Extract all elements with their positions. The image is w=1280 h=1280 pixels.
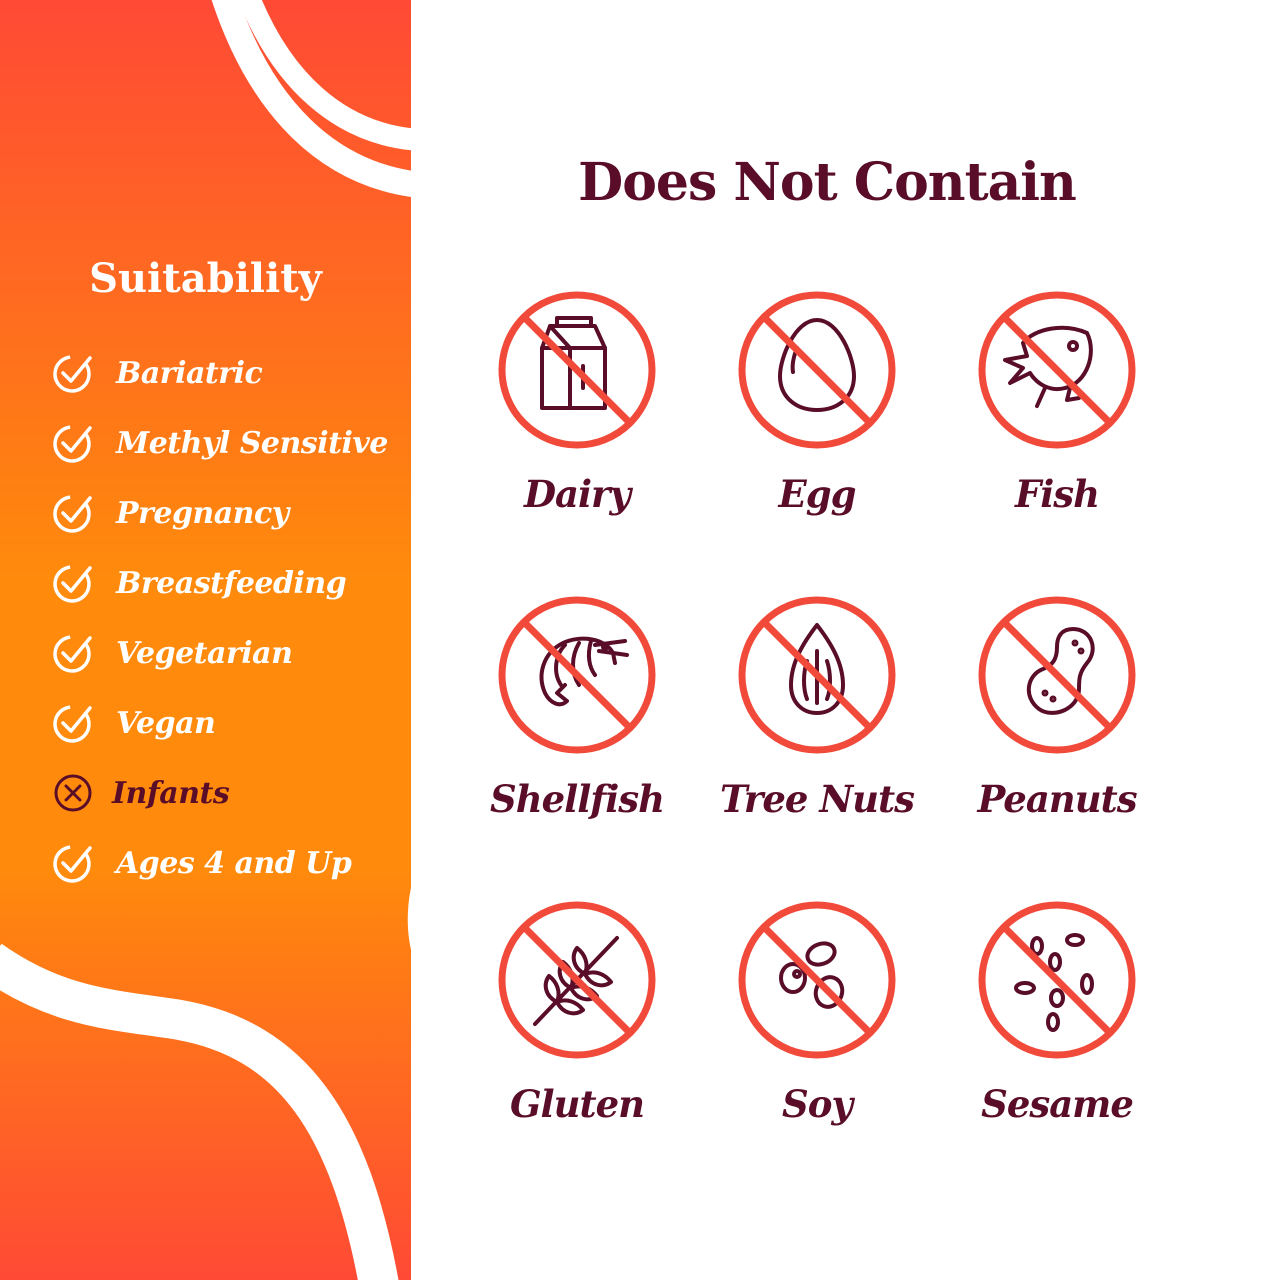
allergen-item: Soy — [697, 898, 937, 1126]
check-circle-icon — [53, 635, 92, 673]
egg-icon — [738, 291, 896, 449]
allergen-item: Dairy — [457, 288, 697, 516]
wheat-icon — [498, 901, 656, 1059]
check-circle-icon — [53, 565, 92, 603]
check-circle-icon — [53, 845, 92, 883]
prohibited-slash-icon — [1001, 924, 1113, 1036]
allergen-item: Sesame — [937, 898, 1177, 1126]
allergen-label: Egg — [778, 472, 857, 516]
allergen-item: Fish — [937, 288, 1177, 516]
decorative-background — [0, 0, 411, 1280]
check-circle-icon — [53, 355, 92, 393]
page-title: Does Not Contain — [578, 152, 1077, 213]
suitability-label: Pregnancy — [116, 495, 289, 531]
prohibited-slash-icon — [521, 619, 633, 731]
suitability-list: Bariatric Methyl Sensitive Pregnancy Breast… — [52, 338, 388, 898]
allergen-item: Shellfish — [457, 593, 697, 821]
x-circle-icon — [54, 774, 92, 812]
prohibited-slash-icon — [1001, 314, 1113, 426]
check-circle-icon — [53, 425, 92, 463]
allergen-label: Dairy — [523, 472, 631, 516]
prohibited-circle-icon — [738, 291, 896, 449]
prohibited-slash-icon — [761, 924, 873, 1036]
prohibited-slash-icon — [521, 314, 633, 426]
suitability-item: Methyl Sensitive — [52, 408, 388, 478]
prohibited-circle-icon — [498, 901, 656, 1059]
allergen-label: Fish — [1014, 472, 1100, 516]
suitability-item: Pregnancy — [52, 478, 388, 548]
suitability-label: Breastfeeding — [116, 565, 347, 601]
suitability-label: Methyl Sensitive — [116, 425, 388, 461]
prohibited-circle-icon — [738, 901, 896, 1059]
prohibited-circle-icon — [978, 291, 1136, 449]
suitability-item: Vegetarian — [52, 618, 388, 688]
check-circle-icon — [53, 495, 92, 533]
prohibited-circle-icon — [738, 596, 896, 754]
peanut-icon — [978, 596, 1136, 754]
allergen-item: Tree Nuts — [697, 593, 937, 821]
almond-icon — [738, 596, 896, 754]
allergen-item: Peanuts — [937, 593, 1177, 821]
shrimp-icon — [498, 596, 656, 754]
prohibited-slash-icon — [521, 924, 633, 1036]
check-circle-icon — [53, 705, 92, 743]
suitability-item: Bariatric — [52, 338, 388, 408]
allergen-item: Gluten — [457, 898, 697, 1126]
soybean-icon — [738, 901, 896, 1059]
prohibited-circle-icon — [978, 901, 1136, 1059]
allergen-label: Gluten — [509, 1082, 645, 1126]
allergen-item: Egg — [697, 288, 937, 516]
sesame-seeds-icon — [978, 901, 1136, 1059]
suitability-item: Breastfeeding — [52, 548, 388, 618]
suitability-label: Vegan — [116, 705, 216, 741]
allergen-label: Soy — [782, 1082, 853, 1126]
suitability-label: Bariatric — [116, 355, 263, 391]
milk-carton-icon — [498, 291, 656, 449]
suitability-label: Infants — [112, 775, 230, 811]
suitability-label: Vegetarian — [116, 635, 293, 671]
allergen-label: Peanuts — [977, 777, 1137, 821]
allergen-label: Shellfish — [490, 777, 665, 821]
allergen-label: Tree Nuts — [720, 777, 915, 821]
suitability-label: Ages 4 and Up — [116, 845, 352, 881]
allergen-label: Sesame — [981, 1082, 1134, 1126]
fish-icon — [978, 291, 1136, 449]
prohibited-circle-icon — [498, 596, 656, 754]
prohibited-slash-icon — [1001, 619, 1113, 731]
suitability-item: Ages 4 and Up — [52, 828, 388, 898]
prohibited-circle-icon — [498, 291, 656, 449]
suitability-title: Suitability — [89, 255, 322, 302]
prohibited-slash-icon — [761, 314, 873, 426]
suitability-item: Vegan — [52, 688, 388, 758]
suitability-panel: Suitability Bariatric Methyl Sensitive Pre… — [0, 0, 411, 1280]
prohibited-slash-icon — [761, 619, 873, 731]
prohibited-circle-icon — [978, 596, 1136, 754]
suitability-item: Infants — [52, 758, 388, 828]
